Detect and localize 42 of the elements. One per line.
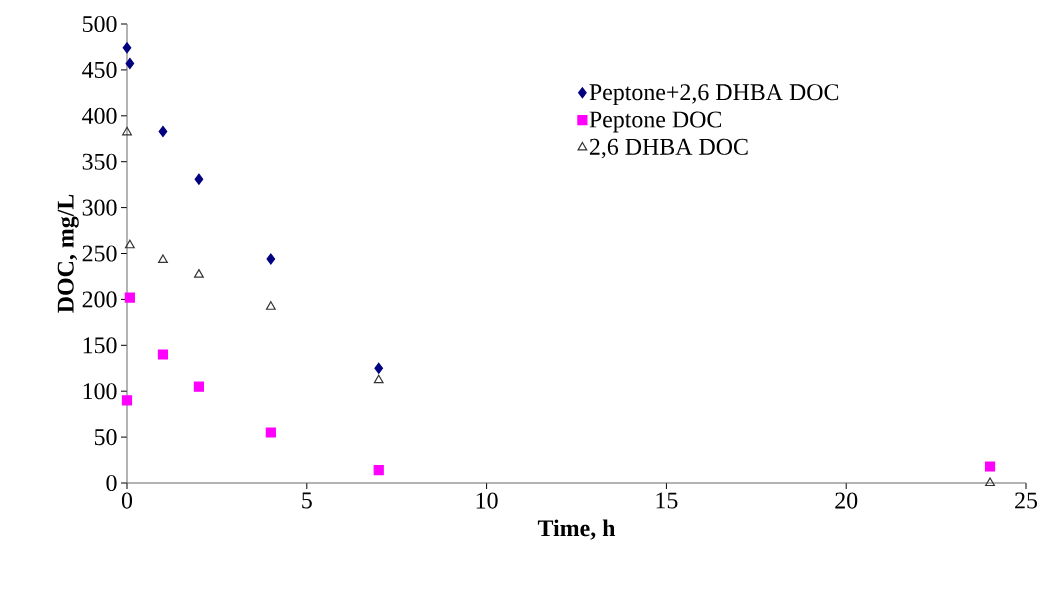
- point: [158, 125, 168, 138]
- point: [265, 427, 276, 438]
- legend-label: Peptone+2,6 DHBA DOC: [589, 84, 839, 106]
- x-tick-label: 10: [476, 492, 498, 509]
- y-tick-label: 250: [82, 245, 117, 262]
- y-tick-label: 500: [83, 15, 117, 33]
- point: [124, 239, 135, 249]
- point: [373, 465, 384, 476]
- x-tick-label: 20: [835, 492, 858, 509]
- y-tick-label: 350: [82, 153, 117, 170]
- point: [985, 477, 995, 487]
- point: [125, 57, 135, 70]
- y-tick-label: 400: [82, 107, 117, 124]
- point: [194, 173, 204, 185]
- legend-label: 2,6 DHBA DOC: [589, 138, 748, 159]
- point: [158, 254, 168, 264]
- y-tick-label: 100: [83, 383, 117, 400]
- y-tick-label: 150: [83, 337, 117, 354]
- point: [984, 461, 996, 472]
- point: [266, 253, 276, 265]
- legend-label: Peptone DOC: [589, 111, 722, 133]
- x-axis-title: Time, h: [537, 519, 616, 540]
- point: [373, 374, 384, 384]
- y-tick-label: 0: [106, 474, 117, 492]
- x-tick-label: 15: [656, 492, 678, 509]
- y-tick-label: 300: [82, 199, 117, 216]
- y-tick-label: 50: [94, 429, 117, 446]
- x-tick-label: 5: [302, 492, 312, 509]
- point: [124, 292, 135, 303]
- y-tick-label: 450: [82, 61, 117, 78]
- x-tick-label: 25: [1015, 492, 1038, 509]
- x-tick-label: 0: [121, 492, 133, 509]
- y-tick-label: 200: [82, 291, 117, 308]
- point: [193, 269, 204, 278]
- point: [193, 381, 205, 392]
- point: [122, 42, 132, 54]
- point: [374, 362, 384, 374]
- point: [265, 301, 276, 310]
- y-axis-title: DOC, mg/L: [57, 194, 79, 313]
- point: [157, 349, 169, 360]
- point: [122, 126, 132, 136]
- point: [121, 395, 133, 406]
